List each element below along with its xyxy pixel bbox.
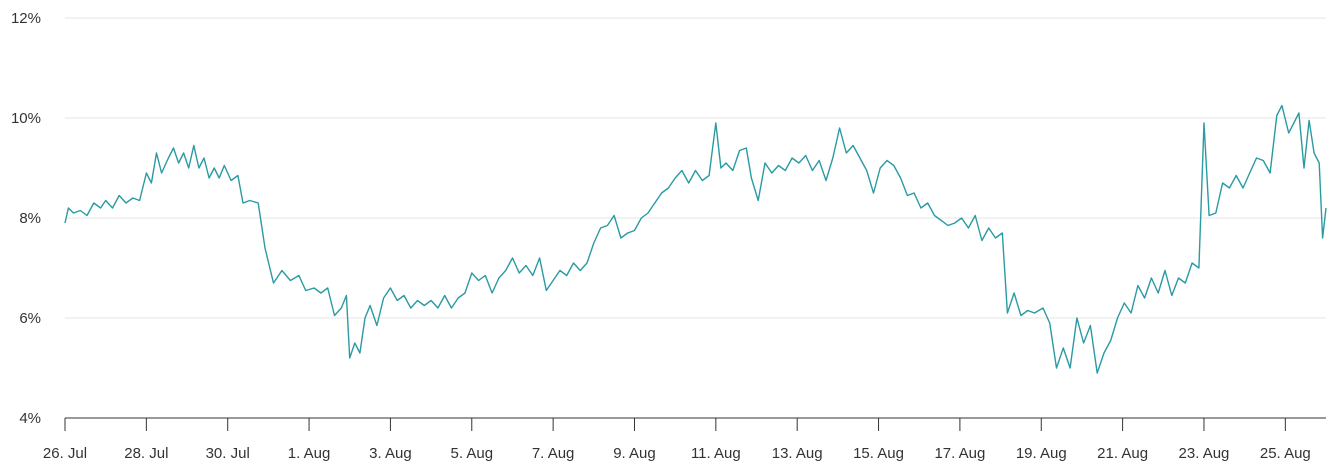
y-axis-labels: 4% 6% 8% 10% 12% [11,10,41,427]
x-tick-label: 30. Jul [206,445,250,462]
x-tick-label: 25. Aug [1260,445,1311,462]
x-tick-label: 3. Aug [369,445,412,462]
grid-lines [65,17,1326,319]
x-tick-label: 11. Aug [691,445,741,462]
y-tick-label: 12% [11,10,41,27]
x-axis: 26. Jul 28. Jul 30. Jul 1. Aug 3. Aug 5. Aug 7… [43,417,1326,462]
x-tick-label: 28. Jul [124,445,168,462]
y-tick-label: 10% [11,110,41,127]
x-tick-label: 21. Aug [1097,445,1148,462]
x-tick-label: 19. Aug [1016,445,1067,462]
y-tick-label: 6% [19,310,41,327]
x-tick-label: 9. Aug [613,445,656,462]
x-tick-label: 26. Jul [43,445,87,462]
x-tick-label: 23. Aug [1179,445,1230,462]
x-tick-label: 17. Aug [934,445,985,462]
x-tick-label: 7. Aug [532,445,575,462]
y-tick-label: 8% [19,210,41,227]
x-tick-label: 1. Aug [288,445,331,462]
series-layer [64,104,1327,374]
x-tick-label: 5. Aug [451,445,494,462]
series-line-0 [64,104,1327,374]
x-tick-label: 13. Aug [772,445,823,462]
x-tick-label: 15. Aug [853,445,904,462]
y-tick-label: 4% [19,410,41,427]
